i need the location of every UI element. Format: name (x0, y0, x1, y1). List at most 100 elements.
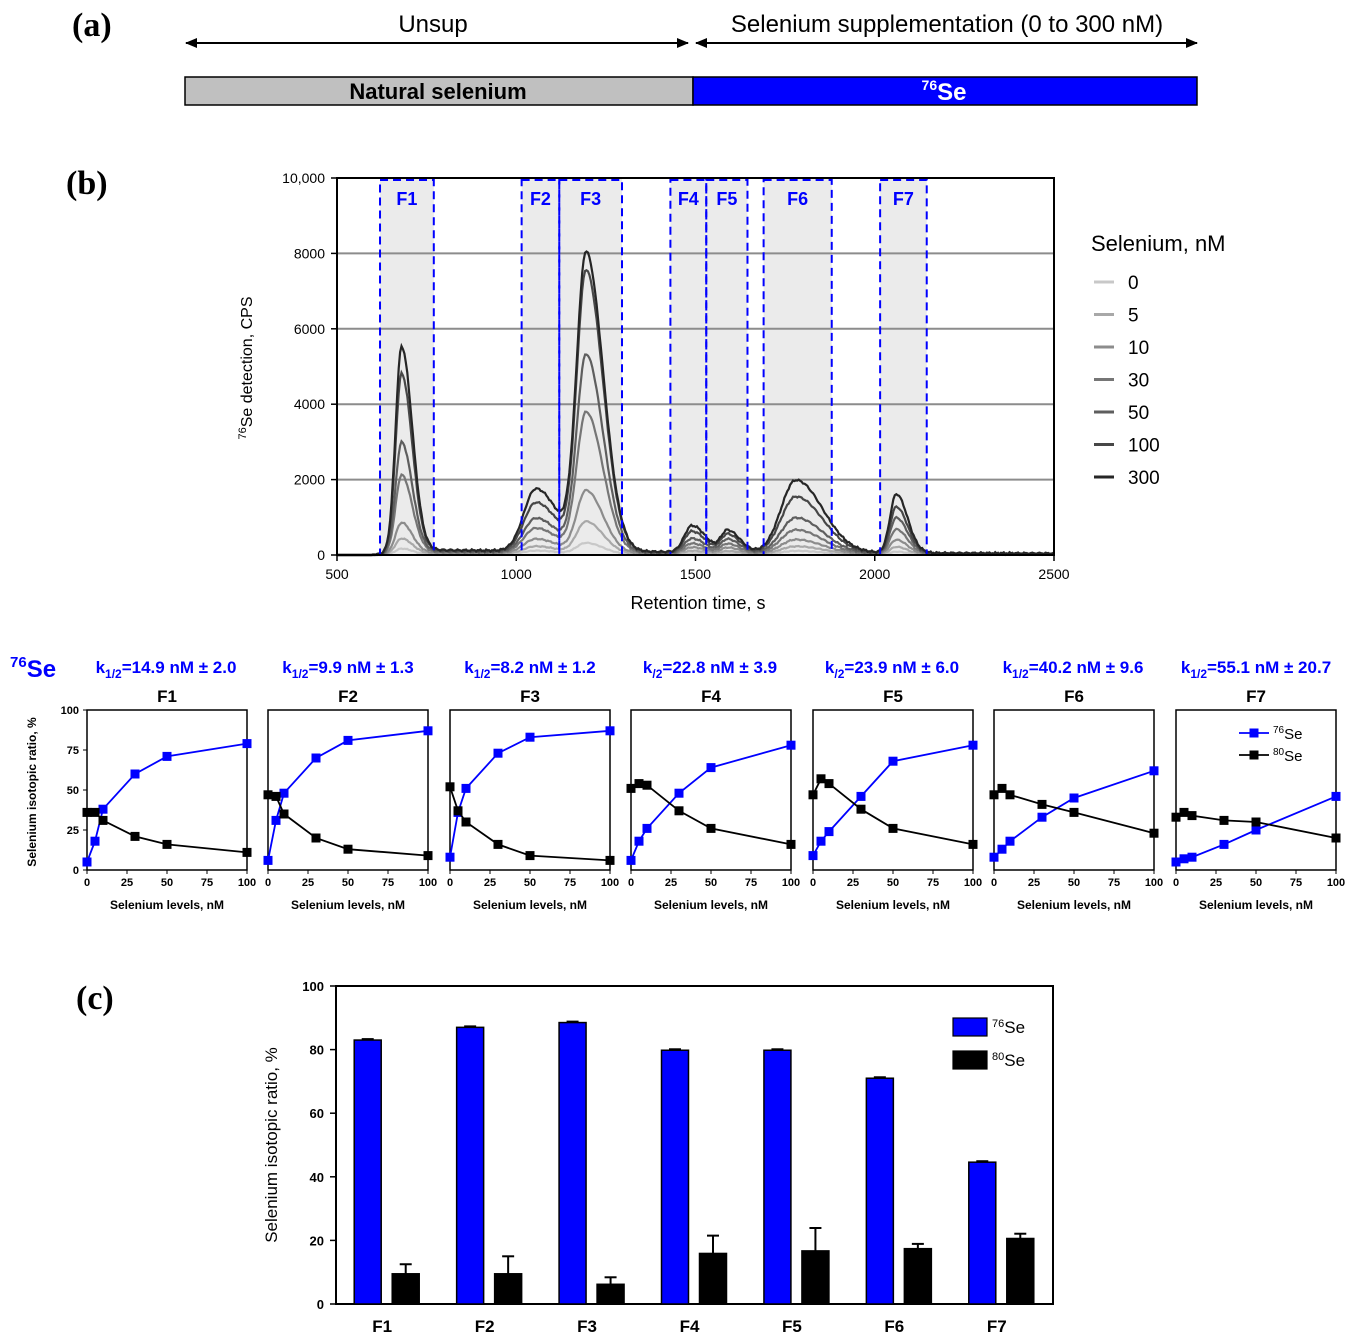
small-x-tick-label: 0 (84, 877, 90, 889)
se80-point (90, 807, 100, 817)
small-y-tick-label: 100 (61, 705, 79, 717)
se76-point (82, 857, 92, 867)
small-x-axis-label: Selenium levels, nM (291, 898, 405, 912)
bar-80se-f2 (493, 1273, 523, 1305)
small-x-axis-label: Selenium levels, nM (473, 898, 587, 912)
se76-point (343, 735, 353, 745)
bar-80se-f5 (801, 1250, 830, 1305)
small-x-tick-label: 50 (1068, 877, 1080, 889)
small-x-axis-label: Selenium levels, nM (1199, 898, 1313, 912)
small-plot-f1: F1 0 25 50 75 100 0 25 50 75 100 Selenium levels, n… (61, 687, 257, 912)
x-tick-label: 2000 (859, 566, 890, 582)
k-value: =14.9 nM ± 2.0 (122, 658, 237, 677)
se80-point (989, 790, 999, 800)
bar-80se-f1 (391, 1273, 420, 1305)
panel-c: (c) 0 20 40 60 80 100 Selenium isotopic ratio,… (76, 979, 1054, 1336)
se76-point (423, 726, 433, 736)
small-x-tick-label: 75 (1108, 877, 1120, 889)
small-plot-frame (993, 709, 1155, 871)
se80-point (706, 823, 716, 833)
small-legend-marker (1249, 728, 1259, 738)
se80-point (634, 779, 644, 789)
small-x-tick-label: 100 (601, 877, 619, 889)
small-x-tick-label: 75 (927, 877, 939, 889)
small-x-tick-label: 100 (964, 877, 982, 889)
small-y-tick-label: 50 (67, 785, 79, 797)
bar-76se-f6 (865, 1077, 895, 1305)
x-tick-label: 1500 (680, 566, 711, 582)
se80-point (98, 815, 108, 825)
k-letter: k (282, 658, 292, 677)
k-subscript: 1/2 (105, 667, 122, 681)
k-subscript: 1/2 (474, 667, 491, 681)
se80-point (605, 855, 615, 865)
se80-point (1219, 815, 1229, 825)
y-tick-label: 10,000 (282, 170, 325, 186)
k-letter: k (825, 658, 835, 677)
k-half-label-1: k1/2=14.9 nM ± 2.0 (96, 658, 237, 681)
small-x-axis-label: Selenium levels, nM (1017, 898, 1131, 912)
se76-point (1179, 854, 1189, 864)
fraction-label-f3: F3 (580, 189, 601, 209)
se80-point (423, 851, 433, 861)
k-letter: k (96, 658, 106, 677)
small-x-tick-label: 100 (419, 877, 437, 889)
small-x-tick-label: 25 (847, 877, 859, 889)
k-half-label-6: k1/2=40.2 nM ± 9.6 (1003, 658, 1144, 681)
se80-point (82, 807, 92, 817)
small-x-tick-label: 50 (705, 877, 717, 889)
k-subscript: /2 (652, 667, 662, 681)
small-x-tick-label: 25 (1210, 877, 1222, 889)
small-plot-frame (630, 709, 792, 871)
small-plot-f4: F4 0 25 50 75 100 Selenium levels, nM (626, 687, 800, 912)
k-subscript: 1/2 (1190, 667, 1207, 681)
se80-point (130, 831, 140, 841)
k-letter: k (643, 658, 653, 677)
natural-selenium-label: Natural selenium (349, 79, 526, 104)
fraction-region-f5 (706, 178, 748, 555)
k-letter: k (1003, 658, 1013, 677)
se80-point (1149, 828, 1159, 838)
se76-point (634, 836, 644, 846)
bar-category-label: F5 (782, 1317, 802, 1336)
se76-point (1331, 791, 1341, 801)
bar-chart-frame (335, 985, 1054, 1305)
small-x-tick-label: 100 (782, 877, 800, 889)
small-x-tick-label: 50 (342, 877, 354, 889)
small-plot-title: F3 (520, 687, 540, 706)
se76-point (888, 756, 898, 766)
small-x-tick-label: 0 (265, 877, 271, 889)
fraction-region-f7 (880, 178, 927, 555)
se76-point (1219, 839, 1229, 849)
chromatogram-y-axis-label: 76Se detection, CPS (237, 297, 256, 440)
se80-point (493, 839, 503, 849)
se80-point (1005, 790, 1015, 800)
bar-76se-f5 (763, 1049, 792, 1305)
se80-point (824, 779, 834, 789)
se76-point (626, 855, 636, 865)
y-tick-label: 6000 (294, 321, 325, 337)
small-legend-marker (1249, 750, 1259, 760)
bar-76se-f2 (455, 1026, 485, 1305)
fraction-region-f4 (670, 178, 707, 555)
se76-point (642, 823, 652, 833)
se76-point (130, 769, 140, 779)
small-plot-title: F6 (1064, 687, 1084, 706)
se76-point (786, 740, 796, 750)
superscript: 76 (992, 1018, 1004, 1030)
se76-point (162, 751, 172, 761)
bar-y-tick-label: 0 (317, 1297, 324, 1312)
small-plot-title: F5 (883, 687, 903, 706)
small-plot-f5: F5 0 25 50 75 100 Selenium levels, nM (808, 687, 982, 912)
small-legend-label-80: 80Se (1273, 747, 1302, 765)
isotopic-ratio-bar-chart: 0 20 40 60 80 100 Selenium isotopic ratio, % F1… (262, 979, 1054, 1336)
bar-y-tick-label: 100 (302, 979, 324, 994)
small-x-tick-label: 75 (564, 877, 576, 889)
small-plot-f3: F3 0 25 50 75 100 Selenium levels, nM (445, 687, 619, 912)
legend-label-5nm: 5 (1128, 306, 1139, 327)
k-value: =8.2 nM ± 1.2 (490, 658, 595, 677)
legend-title: Selenium, nM (1091, 231, 1226, 256)
panel-c-label: (c) (76, 980, 114, 1017)
